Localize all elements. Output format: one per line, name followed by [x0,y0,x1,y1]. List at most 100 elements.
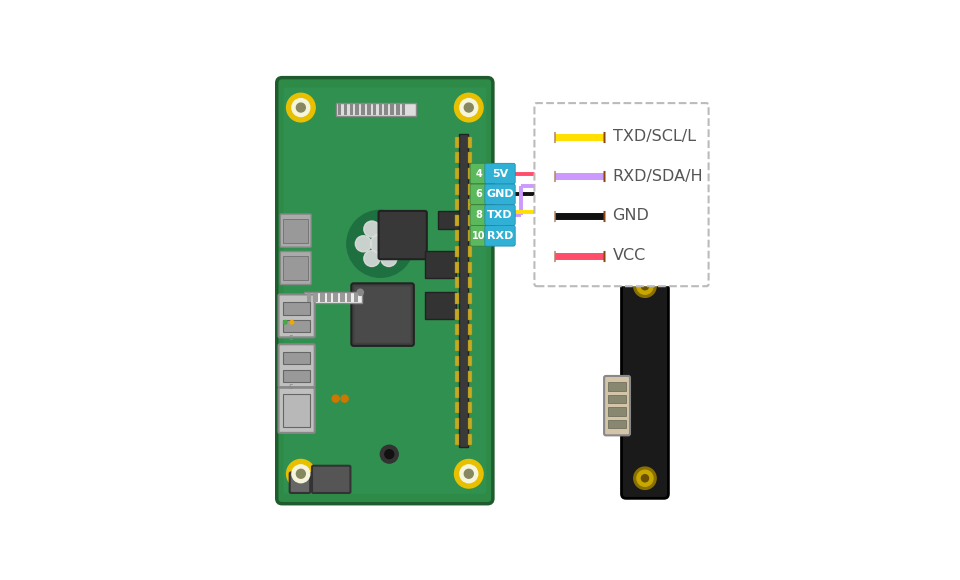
Bar [468,277,472,288]
Bar [455,371,459,382]
Bar [372,104,376,115]
FancyBboxPatch shape [470,184,487,205]
Bar [468,340,472,351]
Circle shape [292,465,310,483]
Bar [455,184,459,194]
Bar [282,302,310,314]
Bar [608,407,626,416]
Bar [455,137,459,148]
Text: GND: GND [486,189,514,200]
FancyBboxPatch shape [278,345,315,387]
Bar [455,230,459,241]
Text: TXD: TXD [488,210,513,220]
FancyBboxPatch shape [354,287,411,343]
Bar [313,293,318,302]
Bar [468,246,472,257]
Bar [608,395,626,404]
Circle shape [347,211,414,277]
Text: ε: ε [289,382,294,392]
Circle shape [364,221,380,237]
Circle shape [381,221,396,237]
Bar [468,230,472,241]
Bar [282,370,310,382]
Bar [361,104,365,115]
FancyBboxPatch shape [621,257,668,498]
Bar [367,104,371,115]
Circle shape [465,469,473,478]
Circle shape [380,445,398,463]
FancyBboxPatch shape [470,226,487,246]
Circle shape [465,103,473,112]
FancyBboxPatch shape [278,295,315,338]
Bar [455,293,459,304]
FancyBboxPatch shape [485,184,516,205]
Text: 5V: 5V [492,169,508,179]
Bar [468,262,472,273]
Circle shape [287,459,315,488]
Bar [455,153,459,164]
Circle shape [381,251,396,266]
Bar [608,382,626,391]
Bar [468,371,472,382]
Circle shape [332,395,339,402]
Bar [439,212,459,229]
FancyBboxPatch shape [378,211,427,259]
Bar [468,137,472,148]
Circle shape [297,103,305,112]
FancyBboxPatch shape [470,205,487,226]
Bar [455,309,459,320]
Bar [333,293,338,302]
Bar [468,199,472,210]
Circle shape [357,289,364,295]
Circle shape [454,93,483,122]
Bar [455,356,459,367]
Text: 10: 10 [472,231,486,241]
Bar [608,419,626,428]
Text: VCC: VCC [612,248,646,263]
Text: 6: 6 [475,189,482,200]
Bar [378,104,382,115]
FancyBboxPatch shape [280,252,311,285]
Bar [340,293,345,302]
Bar [336,103,416,117]
Bar [425,251,456,278]
FancyBboxPatch shape [485,205,516,226]
Bar [320,293,324,302]
Circle shape [634,467,656,490]
Circle shape [634,275,656,298]
Bar [282,320,310,332]
Bar [455,418,459,429]
Circle shape [636,278,653,294]
Bar [455,340,459,351]
Circle shape [364,251,380,266]
Bar [425,292,456,319]
Bar [344,104,348,115]
Bar [468,403,472,414]
Bar [455,324,459,335]
Bar [402,104,405,115]
Circle shape [287,93,315,122]
Bar [347,293,351,302]
Circle shape [283,321,287,324]
Circle shape [297,469,305,478]
Circle shape [460,465,478,483]
Text: 4: 4 [475,169,482,179]
Bar [468,387,472,398]
Bar [349,104,353,115]
Bar [282,352,310,364]
Bar [468,309,472,320]
Bar [326,293,331,302]
FancyBboxPatch shape [280,214,311,247]
Bar [455,262,459,273]
Bar [468,324,472,335]
Text: 8: 8 [475,210,482,220]
Circle shape [371,234,390,253]
FancyBboxPatch shape [604,376,630,436]
Bar [468,434,472,445]
Circle shape [454,459,483,488]
Bar [455,246,459,257]
Bar [468,184,472,194]
Bar [468,153,472,164]
Bar [384,104,388,115]
Bar [396,104,399,115]
